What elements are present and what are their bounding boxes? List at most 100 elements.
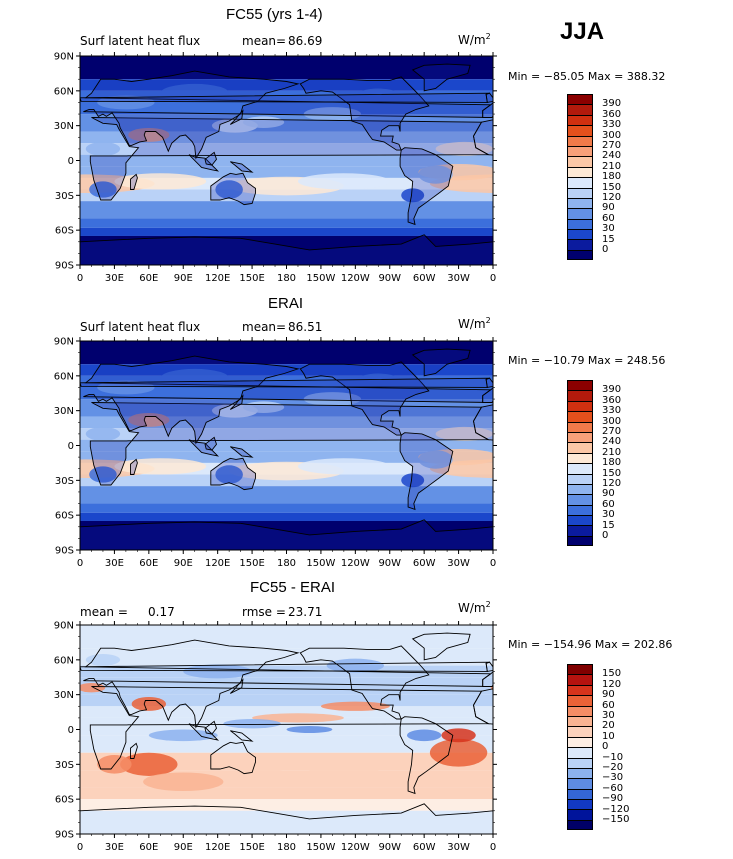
lat-label: 90S bbox=[55, 830, 74, 841]
colorbar-swatch bbox=[567, 525, 593, 536]
lon-label: 60W bbox=[413, 273, 436, 284]
colorbar-label: 390 bbox=[602, 384, 622, 396]
colorbar-swatch bbox=[567, 463, 593, 474]
panel-1-min-max: Min = −85.05 Max = 388.32 bbox=[508, 70, 666, 83]
lon-label: 150E bbox=[239, 273, 264, 284]
lat-label: 60S bbox=[55, 795, 74, 806]
lon-label: 120W bbox=[341, 558, 370, 569]
colorbar-swatch bbox=[567, 695, 593, 706]
lon-label: 150W bbox=[306, 273, 335, 284]
colorbar-label: 90 bbox=[602, 488, 615, 500]
lon-label: 120W bbox=[341, 842, 370, 853]
colorbar-swatch bbox=[567, 747, 593, 758]
colorbar-swatch bbox=[567, 104, 593, 115]
lon-label: 60E bbox=[139, 273, 158, 284]
colorbar-label: −120 bbox=[602, 803, 630, 815]
colorbar-2 bbox=[567, 380, 593, 547]
panel-3-mean-value: 0.17 bbox=[148, 605, 175, 619]
panel-2-min-max: Min = −10.79 Max = 248.56 bbox=[508, 354, 666, 367]
lon-label: 30E bbox=[105, 842, 124, 853]
panel-2-mean-value: 86.51 bbox=[288, 320, 323, 334]
lon-label: 90E bbox=[174, 273, 193, 284]
lon-label: 30W bbox=[447, 558, 470, 569]
colorbar-3 bbox=[567, 664, 593, 831]
colorbar-label: 150 bbox=[602, 668, 622, 680]
colorbar-label: −30 bbox=[602, 772, 624, 784]
lat-label: 60S bbox=[55, 226, 74, 237]
lon-label: 150W bbox=[306, 842, 335, 853]
colorbar-swatch bbox=[567, 483, 593, 495]
colorbar-label: 0 bbox=[602, 530, 609, 541]
season-label: JJA bbox=[560, 18, 605, 45]
lat-label: 30S bbox=[55, 476, 74, 487]
colorbar-swatch bbox=[567, 177, 593, 188]
panel-3-rmse-label: rmse = bbox=[242, 605, 286, 619]
lon-label: 0 bbox=[490, 273, 496, 284]
colorbar-swatch bbox=[567, 239, 593, 250]
colorbar-swatch bbox=[567, 400, 593, 412]
lon-label: 180 bbox=[277, 558, 296, 569]
colorbar-label: 15 bbox=[602, 519, 615, 531]
lon-label: 0 bbox=[77, 558, 83, 569]
colorbar-label: 270 bbox=[602, 426, 622, 437]
colorbar-swatch bbox=[567, 504, 593, 516]
colorbar-swatch bbox=[567, 684, 593, 696]
lat-label: 30S bbox=[55, 760, 74, 771]
colorbar-swatch bbox=[567, 736, 593, 748]
lat-label: 90S bbox=[55, 261, 74, 272]
lon-label: 30W bbox=[447, 842, 470, 853]
panel-1-mean-value: 86.69 bbox=[288, 34, 323, 48]
lon-label: 60E bbox=[139, 558, 158, 569]
colorbar-swatch bbox=[567, 218, 593, 230]
lat-label: 0 bbox=[68, 441, 74, 452]
lat-label: 0 bbox=[68, 725, 74, 736]
lon-label: 0 bbox=[77, 273, 83, 284]
colorbar-swatch bbox=[567, 187, 593, 198]
colorbar-label: 180 bbox=[602, 457, 622, 469]
colorbar-label: 30 bbox=[602, 223, 615, 235]
colorbar-swatch bbox=[567, 145, 593, 157]
colorbar-label: 120 bbox=[602, 478, 622, 489]
colorbar-swatch bbox=[567, 208, 593, 219]
colorbar-label: 360 bbox=[602, 108, 622, 120]
colorbar-swatch bbox=[567, 757, 593, 768]
colorbar-label: 330 bbox=[602, 405, 622, 417]
lat-label: 30N bbox=[54, 690, 74, 701]
colorbar-swatch bbox=[567, 442, 593, 453]
colorbar-label: 0 bbox=[602, 741, 609, 753]
colorbar-label: 210 bbox=[602, 160, 622, 172]
lon-label: 90E bbox=[174, 558, 193, 569]
panel-3-title: FC55 - ERAI bbox=[250, 579, 336, 596]
colorbar-1 bbox=[567, 94, 593, 261]
lat-label: 90N bbox=[54, 337, 74, 348]
colorbar-label: 120 bbox=[602, 192, 622, 203]
colorbar-swatch bbox=[567, 249, 593, 261]
lat-label: 0 bbox=[68, 156, 74, 167]
colorbar-label: 390 bbox=[602, 98, 622, 110]
colorbar-swatch bbox=[567, 452, 593, 464]
panel-2-title: ERAI bbox=[268, 295, 304, 312]
colorbar-label: −150 bbox=[602, 814, 630, 825]
lon-label: 0 bbox=[77, 842, 83, 853]
lat-label: 60N bbox=[54, 655, 74, 666]
colorbar-swatch bbox=[567, 166, 593, 178]
lat-label: 60S bbox=[55, 511, 74, 522]
colorbar-label: 90 bbox=[602, 689, 615, 701]
lon-label: 90W bbox=[378, 273, 401, 284]
lon-label: 30E bbox=[105, 558, 124, 569]
panel-3-rmse-value: 23.71 bbox=[288, 605, 323, 619]
colorbar-swatch bbox=[567, 390, 593, 401]
colorbar-label: 330 bbox=[602, 119, 622, 131]
panel-3-mean-label: mean = bbox=[80, 605, 128, 619]
lon-label: 120E bbox=[205, 842, 230, 853]
colorbar-swatch bbox=[567, 411, 593, 422]
colorbar-label: 180 bbox=[602, 171, 622, 183]
colorbar-swatch bbox=[567, 767, 593, 779]
colorbar-swatch bbox=[567, 494, 593, 505]
lon-label: 120E bbox=[205, 558, 230, 569]
colorbar-label: 300 bbox=[602, 415, 622, 427]
colorbar-label: −60 bbox=[602, 782, 624, 794]
